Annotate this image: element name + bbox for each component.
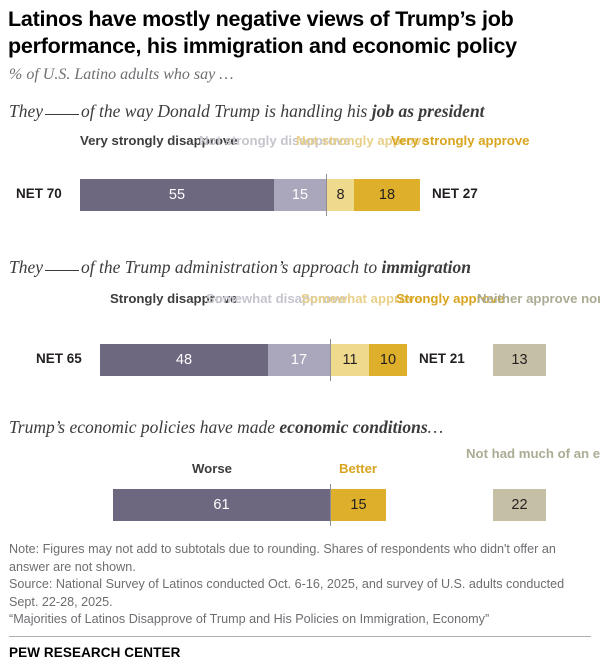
bar-segment-economy-worse: 61 [113,489,330,521]
legend-job-not-strongly-approve: Not strongly approve [296,133,429,148]
pew-research-center-logo: PEW RESEARCH CENTER [9,645,181,660]
legend-immigration-somewhat-approve: Somewhat approve [301,291,422,306]
section-heading-immigration-em: immigration [381,257,471,277]
legend-economy-worse: Worse [191,461,233,476]
section-heading-immigration-mid: of the Trump administration’s approach t… [81,257,378,277]
divider-economy-worse-better [329,484,331,526]
bar-segment-job-very-strongly-disapprove: 55 [80,179,274,211]
net-label-immigration-disapprove: NET 65 [36,351,82,366]
bar-segment-immigration-neither: 13 [493,344,546,376]
footnote-source: Source: National Survey of Latinos condu… [9,577,565,609]
legend-job-very-strongly-disapprove: Very strongly disapprove [80,133,238,148]
bar-segment-immigration-strongly-approve: 10 [369,344,407,376]
net-label-job-approve: NET 27 [432,186,478,201]
legend-immigration-neither: Neither approve nor disapprove [477,291,600,306]
legend-immigration-strongly-approve: Strongly approve [396,291,505,306]
section-heading-economy: Trump’s economic policies have made econ… [9,417,443,438]
section-heading-economy-em: economic conditions [279,417,428,437]
bar-segment-immigration-somewhat-disapprove: 17 [268,344,330,376]
bar-segment-immigration-somewhat-approve: 11 [331,344,369,376]
section-heading-job-mid: of the way Donald Trump is handling his [81,101,368,121]
net-label-job-disapprove: NET 70 [16,186,62,201]
section-heading-job-em: job as president [371,101,485,121]
section-heading-immigration: They of the Trump administration’s approa… [9,257,471,278]
legend-job-not-strongly-disapprove: Not strongly disapprove [199,133,351,148]
bar-segment-economy-better: 15 [331,489,386,521]
section-heading-economy-post: … [427,417,444,437]
fill-in-blank [45,270,80,271]
legend-immigration-somewhat-disapprove: Somewhat disapprove [206,291,346,306]
legend-economy-better: Better [338,461,378,476]
section-heading-economy-pre: Trump’s economic policies have made [9,417,276,437]
footnote-note: Note: Figures may not add to subtotals d… [9,542,556,574]
legend-immigration-strongly-disapprove: Strongly disapprove [110,291,238,306]
legend-economy-no-effect: Not had much of an effect [466,446,600,461]
page-title: Latinos have mostly negative views of Tr… [8,7,517,58]
divider-immigration-approve-disapprove [329,339,331,381]
footnote-report-title: “Majorities of Latinos Disapprove of Tru… [9,612,490,626]
bar-segment-job-not-strongly-approve: 8 [327,179,354,211]
section-heading-job: They of the way Donald Trump is handling … [9,101,485,122]
footer-divider [9,636,591,637]
fill-in-blank [45,114,80,115]
bar-segment-job-not-strongly-disapprove: 15 [274,179,326,211]
section-heading-immigration-pre: They [9,257,44,277]
bar-segment-economy-no-effect: 22 [493,489,546,521]
bar-segment-job-very-strongly-approve: 18 [354,179,420,211]
legend-job-very-strongly-approve: Very strongly approve [391,133,530,148]
net-label-immigration-approve: NET 21 [419,351,465,366]
divider-job-approve-disapprove [325,174,327,216]
chart-subtitle: % of U.S. Latino adults who say … [9,66,234,83]
bar-segment-immigration-strongly-disapprove: 48 [100,344,268,376]
section-heading-job-pre: They [9,101,44,121]
